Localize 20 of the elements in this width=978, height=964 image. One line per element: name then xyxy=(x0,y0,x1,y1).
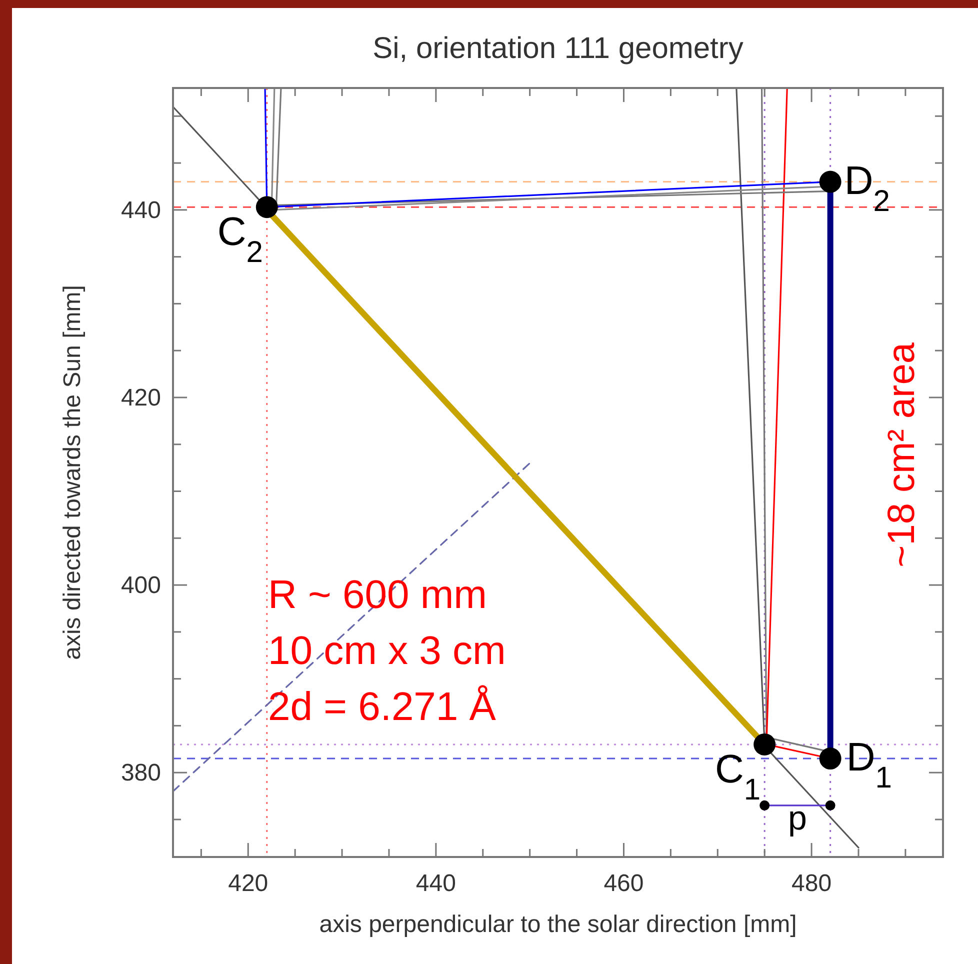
x-tick-label: 480 xyxy=(792,870,832,897)
chart-title: Si, orientation 111 geometry xyxy=(372,32,744,65)
x-tick-label: 420 xyxy=(228,870,268,897)
annotation: C$_{2}$ xyxy=(217,210,263,269)
annotation: D$_{2}$ xyxy=(844,158,890,218)
annotation: 10 cm x 3 cm xyxy=(268,629,506,673)
x-axis-title: axis perpendicular to the solar direction [mm] xyxy=(319,911,797,938)
y-tick-label: 420 xyxy=(120,384,161,412)
annotation: R ~ 600 mm xyxy=(268,573,487,617)
annotation: C$_{1}$ xyxy=(715,747,761,806)
annotation: ~18 cm² area xyxy=(881,342,923,568)
y-axis-title: axis directed towards the Sun [mm] xyxy=(59,285,86,660)
y-tick-label: 400 xyxy=(120,572,161,600)
y-tick-label: 440 xyxy=(120,196,161,224)
annotation: p xyxy=(788,799,807,838)
x-tick-label: 460 xyxy=(604,870,644,897)
x-tick-label: 440 xyxy=(416,870,456,897)
annotation: 2d = 6.271 Å xyxy=(268,685,496,729)
annotation: D$_{1}$ xyxy=(846,736,892,794)
y-tick-label: 380 xyxy=(120,760,161,787)
